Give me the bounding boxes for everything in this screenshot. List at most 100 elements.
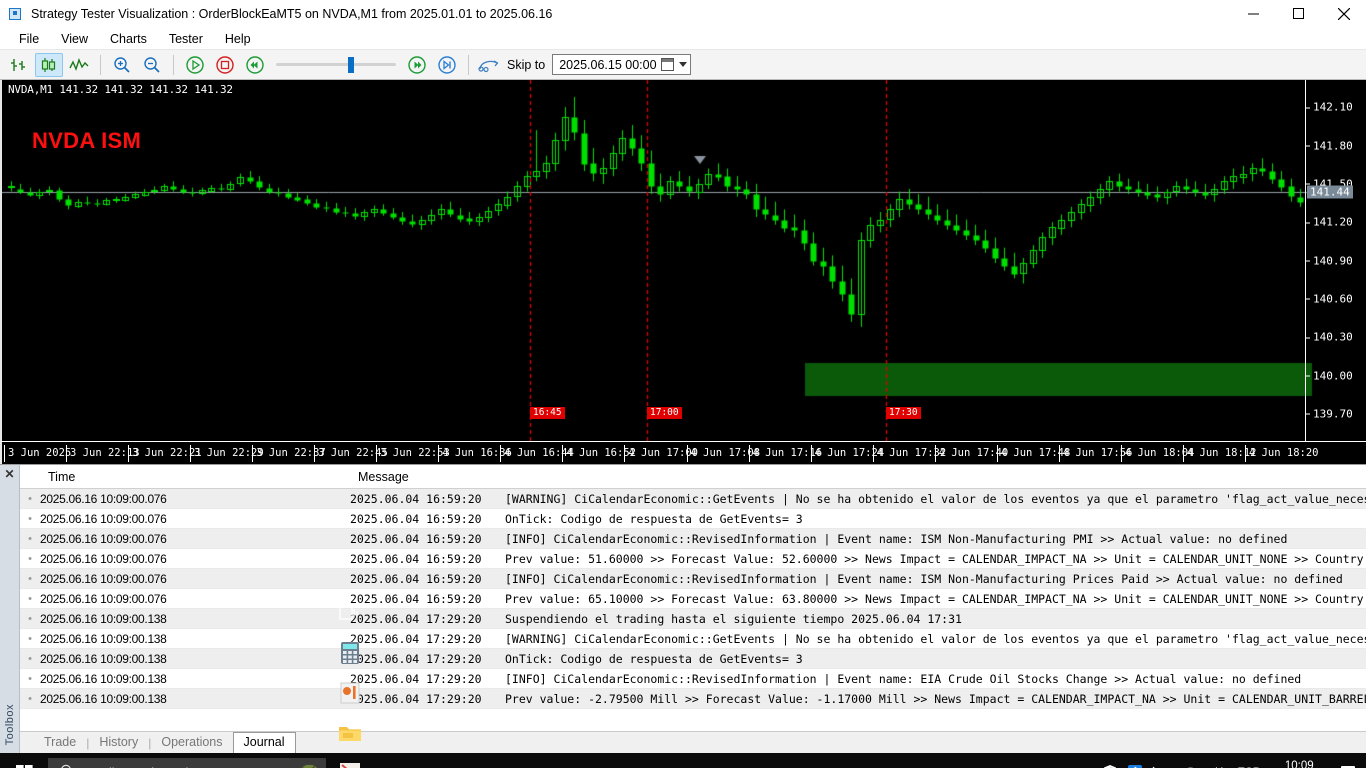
toolbar-separator xyxy=(100,54,101,75)
table-row[interactable]: • 2025.06.16 10:09:00.138 2025.06.04 17:29… xyxy=(20,669,1366,689)
skip-to-datetime-input[interactable]: 2025.06.15 00:00 xyxy=(552,54,691,75)
row-message: Prev value: 65.10000 >> Forecast Value: … xyxy=(505,591,1366,606)
tab-trade[interactable]: Trade xyxy=(44,735,77,749)
table-row[interactable]: • 2025.06.16 10:09:00.076 2025.06.04 16:59… xyxy=(20,549,1366,569)
column-header-time[interactable]: Time xyxy=(48,469,76,484)
table-row[interactable]: • 2025.06.16 10:09:00.076 2025.06.04 16:59… xyxy=(20,509,1366,529)
office-icon[interactable] xyxy=(326,673,374,713)
time-tick: 4 Jun 17:48 xyxy=(996,445,1070,462)
row-bullet-icon: • xyxy=(28,692,32,705)
row-message-time: 2025.06.04 16:59:20 xyxy=(350,591,482,606)
event-line-label: 17:00 xyxy=(647,407,682,419)
table-row[interactable]: • 2025.06.16 10:09:00.138 2025.06.04 17:29… xyxy=(20,649,1366,669)
row-message: Prev value: -2.79500 Mill >> Forecast Va… xyxy=(505,691,1366,706)
paint-icon[interactable] xyxy=(326,753,374,768)
menu-help[interactable]: Help xyxy=(224,31,251,46)
candlestick-chart-icon[interactable] xyxy=(35,52,63,77)
row-time: 2025.06.16 10:09:00.076 xyxy=(40,491,167,506)
minimize-icon[interactable] xyxy=(1231,0,1276,28)
time-tick: 3 Jun 22:29 xyxy=(190,445,264,462)
toolbar: Skip to 2025.06.15 00:00 xyxy=(0,50,1366,80)
toolbox-main: Time Message • 2025.06.16 10:09:00.076 202… xyxy=(20,465,1366,754)
security-shield-icon[interactable]: ! xyxy=(1102,764,1118,768)
menu-charts[interactable]: Charts xyxy=(110,31,147,46)
table-row[interactable]: • 2025.06.16 10:09:00.076 2025.06.04 16:59… xyxy=(20,489,1366,509)
rewind-icon[interactable] xyxy=(241,53,269,77)
tab-journal[interactable]: Journal xyxy=(232,732,296,754)
table-row[interactable]: • 2025.06.16 10:09:00.138 2025.06.04 17:29… xyxy=(20,629,1366,649)
time-scale[interactable]: 3 Jun 2025 3 Jun 22:13 3 Jun 22:21 3 Jun 22… xyxy=(0,441,1366,464)
bar-chart-icon[interactable] xyxy=(5,53,33,77)
calculator-icon[interactable] xyxy=(326,633,374,673)
row-message-time: 2025.06.04 17:29:20 xyxy=(350,631,482,646)
table-row[interactable]: • 2025.06.16 10:09:00.076 2025.06.04 16:59… xyxy=(20,529,1366,549)
close-icon[interactable]: ✕ xyxy=(4,467,15,481)
row-time: 2025.06.16 10:09:00.138 xyxy=(40,611,167,626)
chart-area[interactable]: NVDA,M1 141.32 141.32 141.32 141.32 NVDA… xyxy=(0,80,1366,441)
zoom-out-icon[interactable] xyxy=(138,53,166,77)
row-message: [WARNING] CiCalendarEconomic::GetEvents … xyxy=(505,631,1366,646)
battery-icon[interactable] xyxy=(1152,765,1172,768)
row-bullet-icon: • xyxy=(28,532,32,545)
row-time: 2025.06.16 10:09:00.138 xyxy=(40,671,167,686)
volume-icon[interactable] xyxy=(1209,765,1227,768)
step-forward-icon[interactable] xyxy=(433,53,461,77)
row-message-time: 2025.06.04 17:29:20 xyxy=(350,651,482,666)
menu-file[interactable]: File xyxy=(19,31,40,46)
close-icon[interactable] xyxy=(1321,0,1366,28)
time-tick: 4 Jun 16:36 xyxy=(438,445,512,462)
windows-start-icon[interactable] xyxy=(0,753,48,768)
table-row[interactable]: • 2025.06.16 10:09:00.138 2025.06.04 17:29… xyxy=(20,689,1366,709)
row-message: [WARNING] CiCalendarEconomic::GetEvents … xyxy=(505,491,1366,506)
search-icon xyxy=(60,764,74,768)
notifications-icon[interactable]: 1 xyxy=(1338,762,1360,768)
file-explorer-icon[interactable] xyxy=(326,713,374,753)
line-chart-icon[interactable] xyxy=(65,53,93,77)
time-tick: 4 Jun 17:24 xyxy=(810,445,884,462)
table-row[interactable]: • 2025.06.16 10:09:00.138 2025.06.04 17:29… xyxy=(20,609,1366,629)
row-message: [INFO] CiCalendarEconomic::RevisedInform… xyxy=(505,531,1288,546)
row-time: 2025.06.16 10:09:00.076 xyxy=(40,571,167,586)
candlestick-canvas[interactable] xyxy=(2,80,1366,441)
chevron-down-icon[interactable] xyxy=(678,62,687,67)
search-input[interactable]: Escribe aquí para buscar. 🐢 xyxy=(48,758,326,768)
clock[interactable]: 10:09 16/06/2025 xyxy=(1270,760,1328,768)
skip-to-icon[interactable] xyxy=(476,53,502,77)
speed-slider[interactable] xyxy=(276,54,396,76)
slider-thumb[interactable] xyxy=(348,56,354,73)
bluetooth-icon[interactable] xyxy=(1128,764,1143,768)
journal-rows[interactable]: • 2025.06.16 10:09:00.076 2025.06.04 16:59… xyxy=(20,489,1366,731)
toolbox-rail: ✕ Toolbox xyxy=(0,465,20,753)
wifi-icon[interactable] xyxy=(1182,765,1199,768)
price-tick: 140.30 xyxy=(1306,331,1353,344)
calendar-icon[interactable] xyxy=(660,58,674,71)
row-time: 2025.06.16 10:09:00.138 xyxy=(40,651,167,666)
row-message: Prev value: 51.60000 >> Forecast Value: … xyxy=(505,551,1366,566)
row-bullet-icon: • xyxy=(28,672,32,685)
row-time: 2025.06.16 10:09:00.138 xyxy=(40,691,167,706)
tab-operations[interactable]: Operations xyxy=(161,735,223,749)
table-row[interactable]: • 2025.06.16 10:09:00.076 2025.06.04 16:59… xyxy=(20,569,1366,589)
menu-view[interactable]: View xyxy=(61,31,89,46)
play-icon[interactable] xyxy=(181,53,209,77)
maximize-icon[interactable] xyxy=(1276,0,1321,28)
stop-icon[interactable] xyxy=(211,53,239,77)
table-row[interactable]: • 2025.06.16 10:09:00.076 2025.06.04 16:59… xyxy=(20,589,1366,609)
menu-tester[interactable]: Tester xyxy=(168,31,203,46)
task-view-icon[interactable] xyxy=(326,593,374,633)
row-message-time: 2025.06.04 17:29:20 xyxy=(350,671,482,686)
column-header-message[interactable]: Message xyxy=(358,469,409,484)
taskbar: Escribe aquí para buscar. 🐢 55 ! ESP 10:… xyxy=(0,606,1366,768)
time-tick: 4 Jun 16:44 xyxy=(500,445,574,462)
price-scale[interactable]: 142.10 141.80 141.50 141.20 140.90 140.60 140.… xyxy=(1305,80,1366,441)
time-tick: 4 Jun 16:52 xyxy=(562,445,636,462)
row-bullet-icon: • xyxy=(28,572,32,585)
turtle-icon: 🐢 xyxy=(292,759,324,768)
tab-history[interactable]: History xyxy=(99,735,139,749)
zoom-in-icon[interactable] xyxy=(108,53,136,77)
price-tick: 140.00 xyxy=(1306,369,1353,382)
fast-forward-icon[interactable] xyxy=(403,53,431,77)
window-title: Strategy Tester Visualization : OrderBlo… xyxy=(31,6,553,21)
tab-separator: | xyxy=(148,736,152,750)
slider-track xyxy=(276,63,396,66)
